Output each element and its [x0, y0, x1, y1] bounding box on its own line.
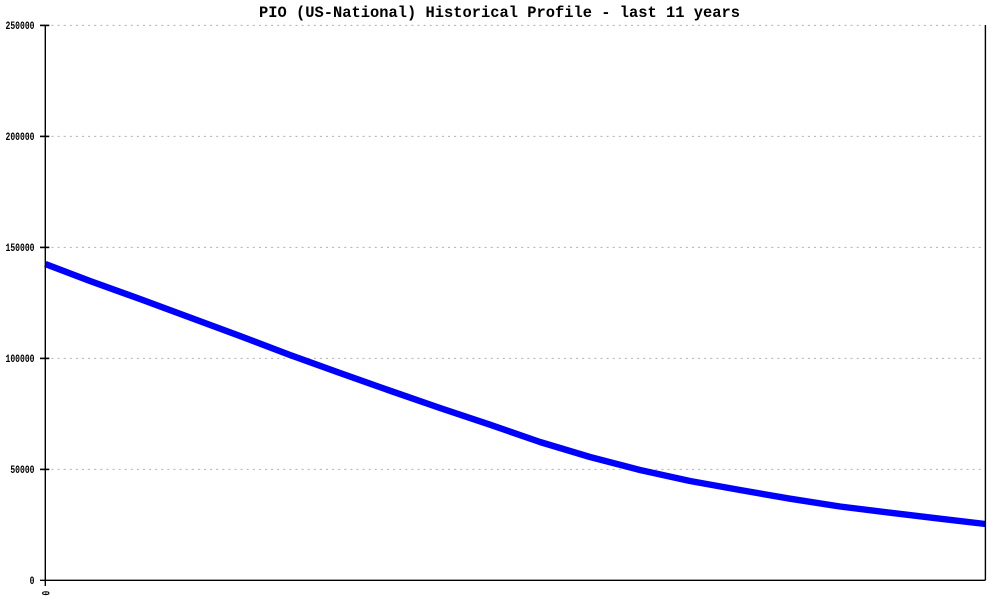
- svg-text:PIO (US-National) Historical P: PIO (US-National) Historical Profile - l…: [259, 4, 740, 22]
- svg-text:250000: 250000: [6, 20, 35, 32]
- svg-text:50000: 50000: [10, 464, 34, 476]
- svg-text:100000: 100000: [6, 353, 35, 365]
- svg-text:0: 0: [30, 575, 35, 587]
- svg-text:150000: 150000: [6, 242, 35, 254]
- svg-text:200000: 200000: [6, 131, 35, 143]
- svg-text:0: 0: [39, 591, 51, 596]
